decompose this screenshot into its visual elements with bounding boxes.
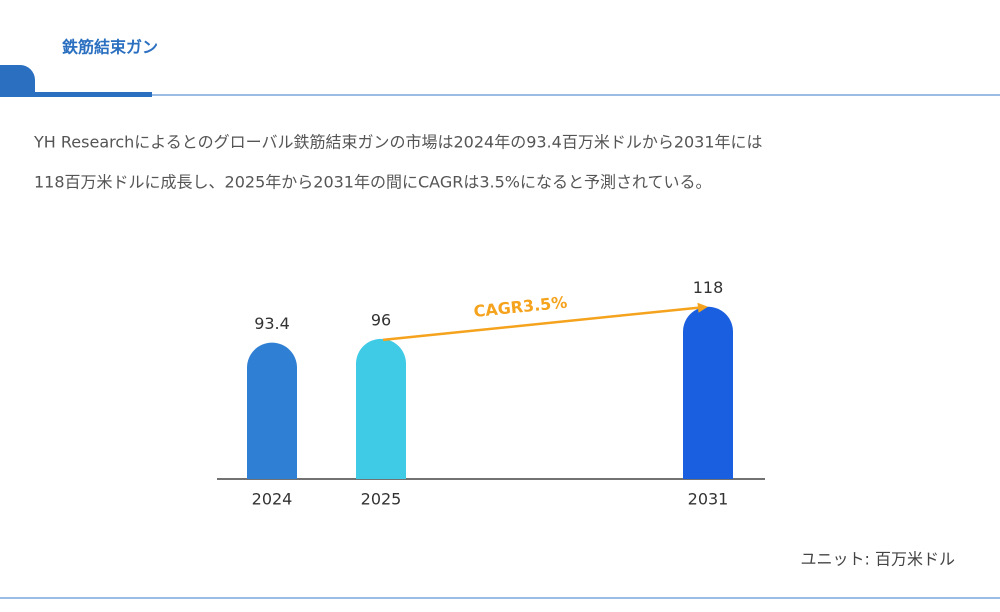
section-title: 鉄筋結束ガン (62, 38, 158, 57)
unit-note: ユニット: 百万米ドル (801, 550, 955, 569)
value-label: 93.4 (254, 314, 290, 333)
cagr-arrow (382, 306, 699, 342)
value-label: 96 (371, 310, 391, 329)
x-tick-label: 2025 (361, 490, 402, 509)
bar (683, 306, 733, 479)
value-label: 118 (693, 278, 724, 297)
bar (247, 342, 297, 479)
description-line: 118百万米ドルに成長し、2025年から2031年の間にCAGRは3.5%になる… (34, 173, 712, 192)
title-underline (0, 92, 152, 97)
x-tick-label: 2024 (252, 490, 293, 509)
description-line: YH Researchによるとのグローバル鉄筋結束ガンの市場は2024年の93.… (33, 133, 763, 152)
x-tick-label: 2031 (688, 490, 729, 509)
bar (356, 338, 406, 479)
title-tab (0, 65, 35, 95)
arrow-head (697, 302, 708, 313)
